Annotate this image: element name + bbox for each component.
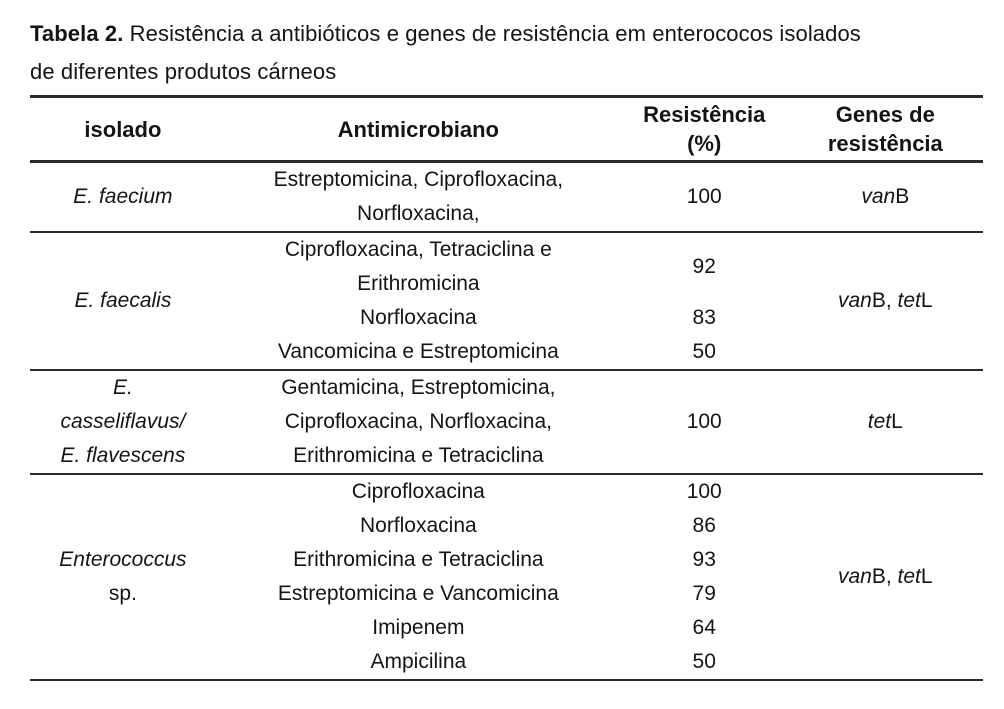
antimicrobial-cell: Estreptomicina, Ciprofloxacina, Norfloxa… [273, 168, 564, 225]
antimicrobial-cell: Vancomicina e Estreptomicina [277, 340, 559, 363]
header-resistencia: Resistência (%) [620, 96, 788, 163]
antimicrobial-cell: Gentamicina, Estreptomicina, Ciprofloxac… [281, 376, 556, 467]
resistance-cell: 100 [686, 410, 722, 433]
table-row: Imipenem 64 [30, 611, 983, 645]
genes-cell: vanB [861, 185, 910, 208]
resistance-cell: 100 [686, 480, 722, 503]
table-row: Estreptomicina e Vancomicina 79 [30, 577, 983, 611]
table-row: E. faecalis Ciprofloxacina, Tetraciclina … [30, 232, 983, 312]
table-section: Enterococcus sp. Ciprofloxacina 100 vanB, t… [30, 474, 983, 680]
antimicrobial-cell: Ciprofloxacina, Tetraciclina e Erithromi… [284, 238, 552, 295]
header-isolado: isolado [30, 96, 216, 163]
table-row: Erithromicina e Tetraciclina 93 [30, 543, 983, 577]
antimicrobial-cell: Estreptomicina e Vancomicina [277, 582, 559, 605]
table-header-row: isolado Antimicrobiano Resistência (%) G… [30, 96, 983, 163]
table-row: E. faecium Estreptomicina, Ciprofloxacina… [30, 162, 983, 233]
antimicrobial-cell: Erithromicina e Tetraciclina [293, 548, 544, 571]
resistance-cell: 100 [686, 185, 722, 208]
antimicrobial-cell: Norfloxacina [359, 514, 477, 537]
resistance-cell: 50 [692, 340, 716, 363]
resistance-table: isolado Antimicrobiano Resistência (%) G… [30, 95, 983, 681]
table-caption-label: Tabela 2. [30, 21, 124, 46]
table-caption-text: Resistência a antibióticos e genes de re… [30, 21, 861, 84]
table-row: Ampicilina 50 [30, 645, 983, 680]
isolate-cell: E. casseliflavus/ E. flavescens [60, 376, 186, 467]
isolate-cell: E. faecalis [74, 289, 172, 312]
resistance-cell: 64 [692, 616, 716, 639]
genes-cell: vanB, tetL [838, 289, 933, 312]
resistance-cell: 83 [692, 306, 716, 329]
antimicrobial-cell: Imipenem [372, 616, 465, 639]
resistance-cell: 79 [692, 582, 716, 605]
isolate-cell: E. faecium [73, 185, 173, 208]
table-row: Norfloxacina 86 [30, 509, 983, 543]
resistance-cell: 93 [692, 548, 716, 571]
header-genes: Genes de resistência [787, 96, 983, 163]
table-section: E. faecalis Ciprofloxacina, Tetraciclina … [30, 232, 983, 370]
resistance-cell: 50 [692, 650, 716, 673]
header-antimicrobiano: Antimicrobiano [215, 96, 621, 163]
table-section: E. casseliflavus/ E. flavescens Gentamici… [30, 370, 983, 474]
table-row: E. casseliflavus/ E. flavescens Gentamici… [30, 370, 983, 474]
table-section: E. faecium Estreptomicina, Ciprofloxacina… [30, 161, 983, 233]
genes-cell: tetL [867, 410, 903, 433]
table-caption: Tabela 2. Resistência a antibióticos e g… [30, 15, 983, 91]
table-row: Norfloxacina 83 [30, 301, 983, 335]
antimicrobial-cell: Ampicilina [370, 650, 467, 673]
table-row: Enterococcus sp. Ciprofloxacina 100 vanB, t… [30, 474, 983, 605]
table-row: Vancomicina e Estreptomicina 50 [30, 335, 983, 370]
genes-cell: vanB, tetL [838, 565, 933, 588]
antimicrobial-cell: Ciprofloxacina [351, 480, 485, 503]
antimicrobial-cell: Norfloxacina [359, 306, 477, 329]
isolate-cell: Enterococcus sp. [59, 548, 187, 605]
resistance-cell: 92 [692, 255, 716, 278]
page: Tabela 2. Resistência a antibióticos e g… [30, 15, 983, 681]
resistance-cell: 86 [692, 514, 716, 537]
